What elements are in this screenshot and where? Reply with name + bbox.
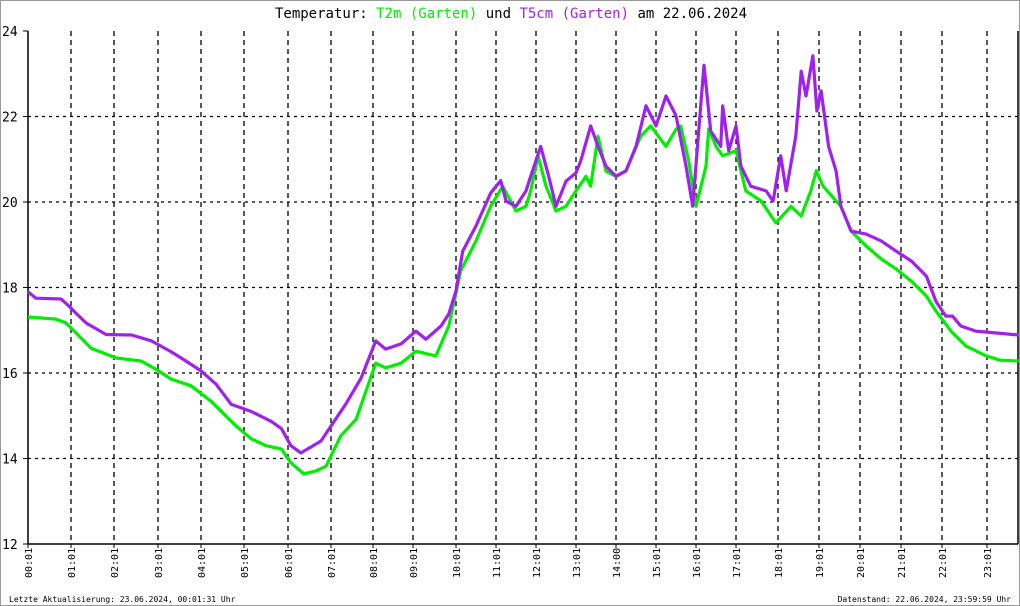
title-middle: und (477, 6, 520, 22)
x-tick-label: 22:01 (938, 548, 949, 578)
x-tick-label: 23:01 (983, 548, 994, 578)
y-tick-label: 14 (2, 453, 18, 468)
x-tick-label: 08:01 (369, 548, 380, 578)
data-status-text: Datenstand: 22.06.2024, 23:59:59 Uhr (837, 595, 1011, 604)
series-line-t2m (27, 124, 1019, 476)
title-prefix: Temperatur: (274, 6, 377, 22)
x-tick-label: 06:01 (284, 548, 295, 578)
y-tick-label: 16 (2, 367, 18, 382)
x-tick-label: 03:01 (154, 548, 165, 578)
x-tick-label: 12:01 (532, 548, 543, 578)
x-tick-label: 11:01 (492, 548, 503, 578)
x-tick-label: 14:00 (612, 548, 623, 578)
x-tick-label: 13:01 (572, 548, 583, 578)
x-tick-label: 00:01 (24, 548, 35, 578)
x-tick-label: 15:01 (652, 548, 663, 578)
x-tick-label: 05:01 (240, 548, 251, 578)
x-tick-label: 20:01 (856, 548, 867, 578)
x-tick-label: 04:01 (197, 548, 208, 578)
y-tick-label: 22 (2, 111, 18, 126)
last-update-text: Letzte Aktualisierung: 23.06.2024, 00:01… (9, 595, 236, 604)
x-tick-label: 10:01 (452, 548, 463, 578)
x-tick-label: 17:01 (732, 548, 743, 578)
x-tick-label: 09:01 (409, 548, 420, 578)
x-tick-label: 18:01 (774, 548, 785, 578)
chart-title: Temperatur: T2m (Garten) und T5cm (Garte… (1, 6, 1019, 22)
x-tick-label: 16:01 (692, 548, 703, 578)
y-tick-label: 18 (2, 282, 18, 297)
y-tick-label: 20 (2, 196, 18, 211)
x-tick-label: 07:01 (327, 548, 338, 578)
y-tick-label: 12 (2, 538, 18, 553)
x-tick-label: 21:01 (897, 548, 908, 578)
y-tick-label: 24 (2, 25, 18, 40)
x-tick-label: 19:01 (815, 548, 826, 578)
series-line-t5cm (26, 54, 1019, 455)
title-suffix: am 22.06.2024 (629, 6, 748, 22)
title-series-t5cm: T5cm (Garten) (519, 6, 630, 22)
x-tick-label: 02:01 (110, 548, 121, 578)
x-tick-label: 01:01 (67, 548, 78, 578)
title-series-t2m: T2m (Garten) (376, 6, 478, 22)
